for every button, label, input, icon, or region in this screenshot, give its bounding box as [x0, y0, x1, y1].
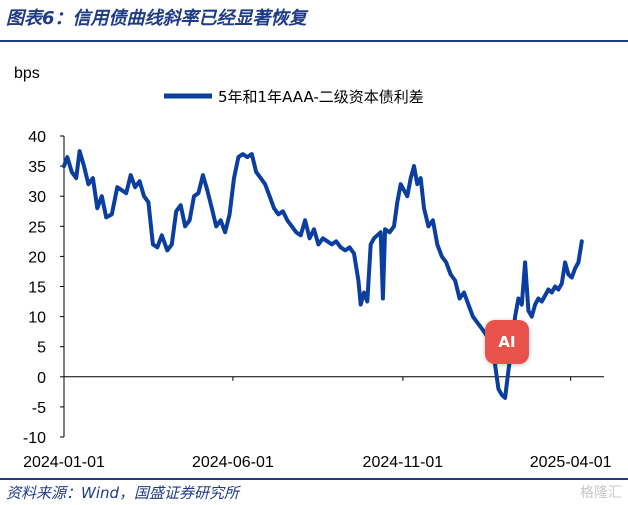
x-tick-label: 2024-06-01	[192, 454, 274, 471]
y-tick-label: -5	[32, 400, 46, 417]
y-tick-label: 35	[28, 159, 46, 176]
y-tick-label: 15	[28, 280, 46, 297]
x-tick-label: 2024-01-01	[23, 454, 105, 471]
x-axis-ticks: 2024-01-01 2024-06-01 2024-11-01 2025-04-01	[23, 376, 612, 471]
y-axis-ticks: -10 -5 0 5 10 15 20 25 30 35 40	[23, 129, 64, 447]
figure-title: 图表6：信用债曲线斜率已经显著恢复	[6, 8, 307, 29]
x-tick-label: 2025-04-01	[530, 454, 612, 471]
x-tick-label: 2024-11-01	[363, 454, 444, 471]
legend: 5年和1年AAA-二级资本债利差	[164, 88, 424, 106]
y-tick-label: 20	[28, 249, 46, 266]
line-chart: 5年和1年AAA-二级资本债利差 bps -10 -5 0 5 10 15 20 25 30 35…	[14, 65, 612, 471]
source-note: 资料来源：Wind，国盛证券研究所	[6, 484, 240, 502]
y-tick-label: 0	[37, 370, 46, 387]
y-tick-label: 30	[28, 189, 46, 206]
legend-label: 5年和1年AAA-二级资本债利差	[218, 88, 424, 106]
y-tick-label: 10	[28, 310, 46, 327]
y-tick-label: 5	[37, 340, 46, 357]
y-tick-label: -10	[23, 430, 46, 447]
watermark: 格隆汇	[580, 485, 622, 501]
y-tick-label: 40	[28, 129, 46, 146]
footer-divider	[0, 478, 628, 480]
ai-assistant-button[interactable]: AI	[485, 320, 529, 364]
y-axis-label: bps	[14, 65, 40, 82]
title-divider	[0, 40, 628, 42]
y-tick-label: 25	[28, 219, 46, 236]
